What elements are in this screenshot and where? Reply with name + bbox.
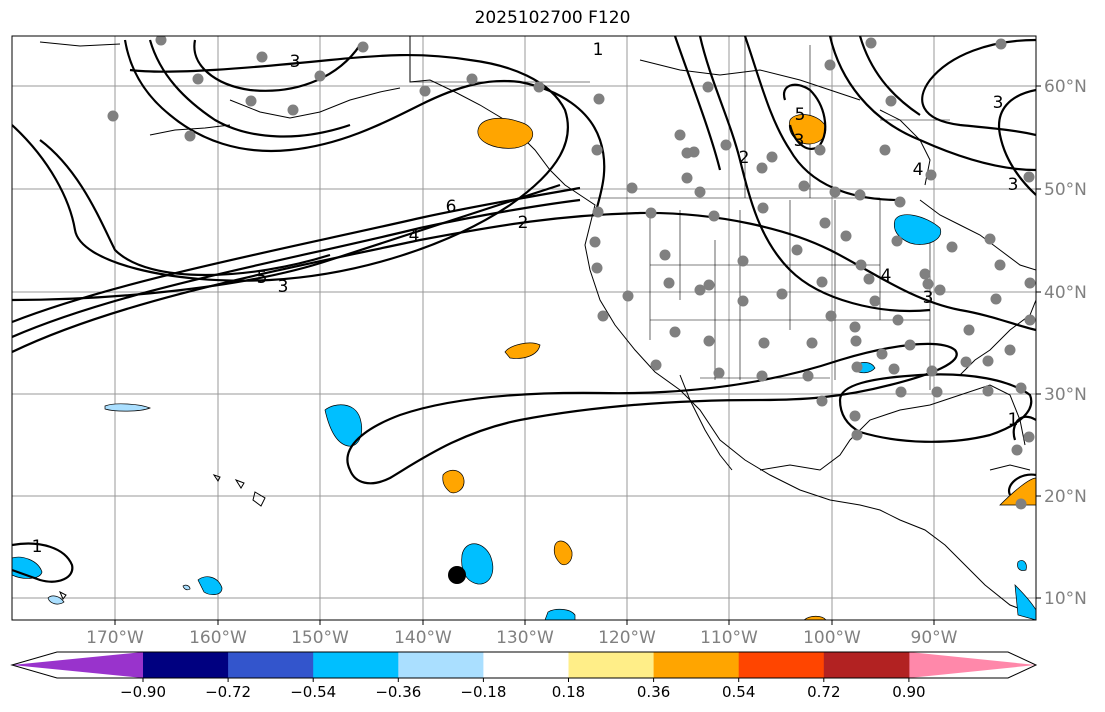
colorbar-tick-label: −0.36 [375,683,421,701]
contour-label: 3 [923,288,934,308]
colorbar-segment [483,652,569,678]
colorbar-tick-label: −0.72 [205,683,251,701]
colorbar-tick-label: 0.90 [892,683,925,701]
contours [12,36,1036,583]
political-borders [410,36,950,390]
colorbar-segment [313,652,399,678]
colorbar-tick-label: −0.90 [120,683,166,701]
lat-label: 20°N [1044,487,1087,507]
lat-label: 60°N [1044,77,1087,97]
contour-label: 4 [409,226,420,246]
location-marker [448,566,466,584]
lat-label: 10°N [1044,589,1087,609]
contour-label: 1 [593,40,604,60]
colorbar: −0.90 −0.72 −0.54 −0.36 −0.18 0.18 0.36 0.54 0.7… [10,651,1038,701]
colorbar-segment [568,652,655,678]
contour-label: 3 [794,131,805,151]
contour-label: 5 [257,268,268,288]
positive-anomalies [442,114,1036,620]
contour-label: 3 [290,52,301,72]
colorbar-segment [398,652,484,678]
colorbar-extend-low [12,652,143,678]
contour-label: 3 [1008,175,1019,195]
lon-label: 170°W [86,628,144,648]
colorbar-segment [823,652,910,678]
lon-label: 100°W [803,628,861,648]
colorbar-segment [143,652,229,678]
colorbar-tick-label: 0.18 [552,683,585,701]
contour-label: 1 [32,537,43,557]
colorbar-segment [653,652,740,678]
light-negative-anomalies [47,403,191,605]
contour-labels: 3 1 2 5 3 6 4 5 3 2 4 3 4 3 3 1 1 [32,40,1019,557]
map-frame [11,35,1037,621]
contour-label: 3 [993,93,1004,113]
contour-label: 6 [446,197,457,217]
lon-label: 130°W [496,628,554,648]
contour-label: 1 [1008,410,1019,430]
colorbar-segment [738,652,825,678]
lon-label: 110°W [700,628,758,648]
colorbar-tick-label: 0.36 [637,683,670,701]
lon-label: 160°W [189,628,247,648]
colorbar-tick-label: 0.72 [807,683,840,701]
map-title: 2025102700 F120 [474,8,631,28]
colorbar-tick-label: 0.54 [722,683,755,701]
lon-label: 120°W [598,628,656,648]
longitude-labels: 170°W 160°W 150°W 140°W 130°W 120°W 110°… [86,628,958,648]
colorbar-segment [228,652,314,678]
lon-label: 150°W [291,628,349,648]
latitude-labels: 60°N 50°N 40°N 30°N 20°N 10°N [1044,77,1087,609]
contour-label: 3 [278,277,289,297]
colorbar-tick-label: −0.18 [460,683,506,701]
colorbar-extend-high [908,652,1036,678]
colorbar-tick-label: −0.54 [290,683,336,701]
lat-label: 30°N [1044,385,1087,405]
contour-label: 2 [518,213,529,233]
contour-label: 4 [881,266,892,286]
station-dots [107,36,1036,510]
gridlines [12,36,1036,620]
contour-label: 2 [739,148,750,168]
negative-anomalies [12,214,1036,620]
lon-label: 140°W [394,628,452,648]
lat-label: 50°N [1044,180,1087,200]
contour-label: 4 [913,160,924,180]
contour-label: 5 [795,105,806,125]
lat-label: 40°N [1044,283,1087,303]
lon-label: 90°W [911,628,958,648]
